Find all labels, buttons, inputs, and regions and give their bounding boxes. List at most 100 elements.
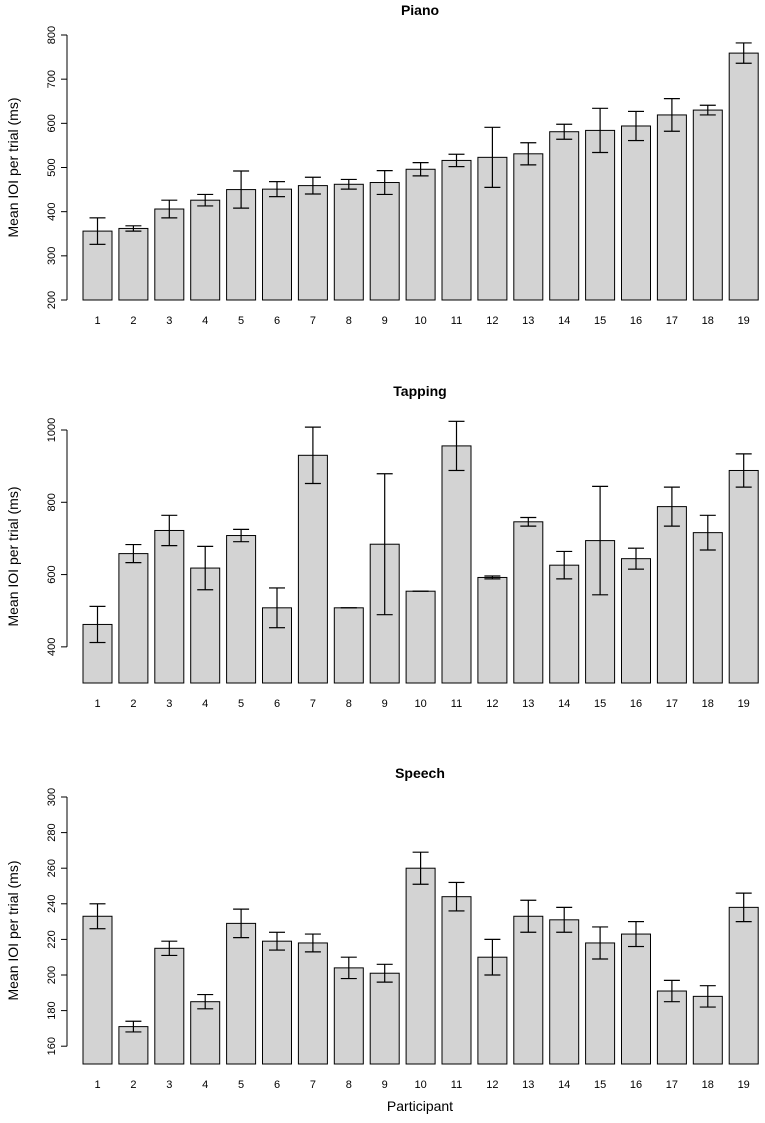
bar bbox=[226, 535, 257, 684]
error-bar bbox=[699, 514, 716, 551]
x-tick-label: 2 bbox=[130, 315, 136, 327]
x-tick-label: 15 bbox=[594, 315, 606, 327]
error-bar bbox=[520, 516, 537, 527]
x-tick-label: 10 bbox=[414, 698, 426, 710]
bar bbox=[154, 529, 185, 684]
bar bbox=[118, 553, 149, 684]
x-tick-label: 9 bbox=[382, 1079, 388, 1091]
error-bar bbox=[448, 881, 465, 912]
error-bar bbox=[161, 514, 178, 547]
bar bbox=[549, 919, 580, 1065]
y-tick-label: 200 bbox=[46, 966, 58, 984]
x-tick-label: 14 bbox=[558, 698, 570, 710]
bar bbox=[513, 153, 544, 301]
error-bar bbox=[125, 1020, 142, 1033]
error-bar bbox=[233, 908, 250, 939]
x-tick-label: 3 bbox=[166, 315, 172, 327]
error-bar bbox=[197, 993, 214, 1010]
bar bbox=[297, 454, 328, 684]
error-bar bbox=[304, 933, 321, 953]
x-tick-label: 16 bbox=[630, 698, 642, 710]
bar bbox=[549, 564, 580, 684]
bar bbox=[621, 933, 651, 1065]
bar bbox=[369, 972, 400, 1065]
bar bbox=[262, 940, 292, 1065]
y-tick-label: 400 bbox=[46, 202, 58, 220]
error-bar bbox=[412, 851, 429, 885]
y-axis-title: Mean IOI per trial (ms) bbox=[5, 97, 21, 237]
x-tick-label: 5 bbox=[238, 1079, 244, 1091]
error-bar bbox=[663, 97, 680, 132]
y-tick-label: 600 bbox=[46, 114, 58, 132]
bar bbox=[621, 558, 651, 684]
bar bbox=[190, 199, 221, 301]
bar bbox=[190, 1001, 221, 1065]
bar bbox=[513, 521, 544, 684]
bar bbox=[154, 947, 185, 1065]
error-bar bbox=[448, 153, 465, 168]
error-bar bbox=[699, 104, 716, 116]
bar bbox=[728, 52, 759, 301]
x-tick-label: 1 bbox=[94, 698, 100, 710]
error-bar bbox=[484, 575, 501, 580]
x-tick-label: 7 bbox=[310, 698, 316, 710]
bar bbox=[405, 168, 436, 301]
x-tick-label: 12 bbox=[486, 698, 498, 710]
x-tick-label: 2 bbox=[130, 1079, 136, 1091]
error-bar bbox=[89, 605, 106, 644]
error-bar bbox=[663, 979, 680, 1003]
error-bar bbox=[197, 193, 214, 207]
y-tick-label: 300 bbox=[46, 247, 58, 265]
x-tick-label: 6 bbox=[274, 1079, 280, 1091]
error-bar bbox=[628, 110, 644, 142]
x-tick-label: 8 bbox=[346, 698, 352, 710]
bar bbox=[477, 576, 508, 684]
x-tick-label: 15 bbox=[594, 698, 606, 710]
error-bar bbox=[520, 142, 537, 166]
chart-panel-piano: Piano 200 300 400 500 600 700 800 Mean IOI per t… bbox=[5, 2, 759, 327]
x-tick-label: 17 bbox=[666, 698, 678, 710]
bar bbox=[656, 990, 687, 1065]
bar bbox=[333, 183, 364, 301]
x-tick-label: 4 bbox=[202, 698, 208, 710]
y-tick-label: 180 bbox=[46, 1001, 58, 1019]
bar bbox=[297, 942, 328, 1065]
error-bar bbox=[592, 926, 609, 960]
x-tick-label: 14 bbox=[558, 315, 570, 327]
bar bbox=[621, 125, 651, 301]
y-tick-label: 280 bbox=[46, 823, 58, 841]
error-bar bbox=[304, 176, 321, 195]
y-tick-label: 700 bbox=[46, 70, 58, 88]
bar bbox=[441, 896, 472, 1065]
x-tick-label: 18 bbox=[702, 1079, 714, 1091]
x-tick-label: 11 bbox=[451, 1079, 462, 1091]
error-bar bbox=[340, 956, 357, 980]
bar bbox=[333, 607, 364, 684]
bar bbox=[692, 109, 723, 301]
x-tick-label: 1 bbox=[94, 315, 100, 327]
bar bbox=[118, 227, 149, 301]
error-bar bbox=[376, 169, 393, 196]
error-bar bbox=[376, 963, 393, 983]
y-tick-label: 500 bbox=[46, 158, 58, 176]
x-tick-label: 6 bbox=[274, 698, 280, 710]
x-tick-label: 16 bbox=[630, 315, 642, 327]
x-tick-label: 7 bbox=[310, 315, 316, 327]
bar bbox=[441, 445, 472, 684]
x-tick-label: 10 bbox=[414, 1079, 426, 1091]
error-bar bbox=[125, 543, 142, 564]
bar bbox=[333, 967, 364, 1065]
x-tick-label: 17 bbox=[666, 315, 678, 327]
bar bbox=[154, 208, 185, 301]
bar bbox=[441, 159, 472, 301]
bar bbox=[405, 590, 436, 684]
bar bbox=[692, 532, 723, 684]
x-tick-label: 11 bbox=[451, 698, 462, 710]
x-tick-label: 19 bbox=[738, 1079, 750, 1091]
x-tick-label: 6 bbox=[274, 315, 280, 327]
error-bar bbox=[269, 181, 285, 198]
error-bar bbox=[484, 938, 501, 976]
bar bbox=[82, 915, 113, 1065]
